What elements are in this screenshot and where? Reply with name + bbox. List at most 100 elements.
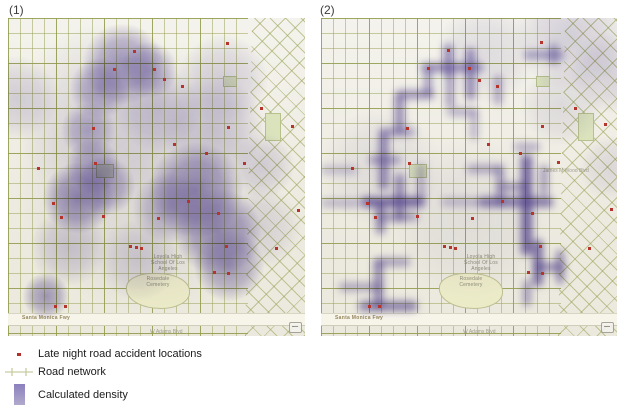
accident-location-dot [610, 208, 613, 211]
accident-location-dot [366, 202, 369, 205]
accident-location-dot [531, 212, 534, 215]
accident-location-dot [181, 85, 184, 88]
density-segment [494, 75, 502, 105]
density-blob [30, 210, 106, 286]
accident-location-dot [227, 272, 230, 275]
accident-location-dot [52, 202, 55, 205]
freeway-band [321, 313, 617, 326]
density-segment [540, 165, 548, 195]
accident-location-dot [54, 305, 57, 308]
density-segment [514, 143, 540, 151]
accident-dots-layer [8, 18, 305, 336]
accident-location-dot [454, 247, 457, 250]
density-blob [70, 58, 130, 118]
accident-location-dot [408, 162, 411, 165]
accident-location-dot [604, 123, 607, 126]
park-area [265, 113, 281, 141]
density-segment [447, 108, 477, 116]
accident-location-dot [557, 161, 560, 164]
street-label: W Adams Blvd [463, 329, 496, 335]
density-segment [395, 94, 404, 134]
accident-location-dot [37, 167, 40, 170]
density-segment [556, 250, 564, 284]
density-blob [178, 35, 268, 125]
density-segment [524, 51, 564, 59]
accident-location-dot [135, 246, 138, 249]
accident-location-dot [416, 215, 419, 218]
accident-location-dot [540, 41, 543, 44]
park-area [536, 76, 550, 87]
accident-location-dot [519, 152, 522, 155]
accident-location-dot [133, 50, 136, 53]
density-blob [194, 231, 264, 301]
accident-location-dot [275, 247, 278, 250]
park-area [223, 76, 237, 87]
map-panel-1: Rosedale Cemetery Loyola High School Of … [8, 18, 305, 336]
density-segment [374, 258, 410, 266]
legend-row-density: Calculated density [0, 384, 128, 405]
map-panel-2: Rosedale Cemetery Loyola High School Of … [321, 18, 617, 336]
accident-location-dot [471, 217, 474, 220]
network-density-segments [321, 18, 617, 336]
accident-location-dot [113, 68, 116, 71]
density-blob [569, 33, 617, 113]
accident-location-dot [351, 167, 354, 170]
legend-label-density: Calculated density [38, 388, 128, 401]
accident-location-dot [297, 209, 300, 212]
accident-location-dot [574, 107, 577, 110]
accident-location-dot [291, 125, 294, 128]
density-blob [77, 157, 135, 215]
accident-location-dot [60, 216, 63, 219]
density-segment [444, 44, 453, 76]
accident-location-dot [226, 42, 229, 45]
accident-location-dot [487, 143, 490, 146]
accident-location-dot [478, 79, 481, 82]
density-segment [550, 43, 558, 65]
density-layer [8, 18, 305, 336]
density-segment [321, 199, 359, 207]
legend-row-accidents: Late night road accident locations [0, 348, 202, 360]
basemap-attribution-icon [289, 322, 302, 333]
density-segment [470, 110, 478, 140]
accident-location-dot [468, 67, 471, 70]
legend-label-road-network: Road network [38, 366, 106, 378]
street-label-right: James M Wood Blvd [543, 168, 589, 174]
accident-location-dot [153, 68, 156, 71]
road-network-icon [5, 368, 33, 376]
density-blob [221, 188, 301, 268]
density-segment [424, 68, 432, 96]
density-blob [521, 66, 601, 146]
accident-dots-layer [321, 18, 617, 336]
accident-location-dot [541, 272, 544, 275]
accident-location-dot [374, 216, 377, 219]
density-segment [359, 301, 417, 311]
density-segment [467, 165, 501, 173]
density-blob [43, 163, 113, 233]
density-blob [8, 56, 58, 140]
accident-location-dot [157, 217, 160, 220]
density-blob [231, 134, 295, 198]
density-segment [533, 263, 565, 271]
park-area [578, 113, 594, 141]
street-label: W Adams Blvd [150, 329, 183, 335]
accident-location-dot [496, 85, 499, 88]
density-segment [395, 174, 404, 222]
density-blob [121, 42, 177, 98]
accident-location-dot [140, 247, 143, 250]
accident-location-dot [129, 245, 132, 248]
diagonal-road-grid [558, 18, 617, 336]
accident-location-dot [368, 305, 371, 308]
density-segment [521, 155, 532, 255]
density-blob [579, 136, 617, 200]
legend-row-road-network: Road network [0, 366, 106, 378]
density-blob [61, 103, 115, 157]
accident-location-dot [92, 127, 95, 130]
accident-location-dot [243, 162, 246, 165]
density-blob [23, 273, 69, 319]
accident-location-dot [227, 126, 230, 129]
accident-location-dot [378, 305, 381, 308]
freeway-label: Santa Monica Fwy [335, 315, 384, 321]
accident-location-dot [501, 200, 504, 203]
density-blob [163, 78, 263, 178]
